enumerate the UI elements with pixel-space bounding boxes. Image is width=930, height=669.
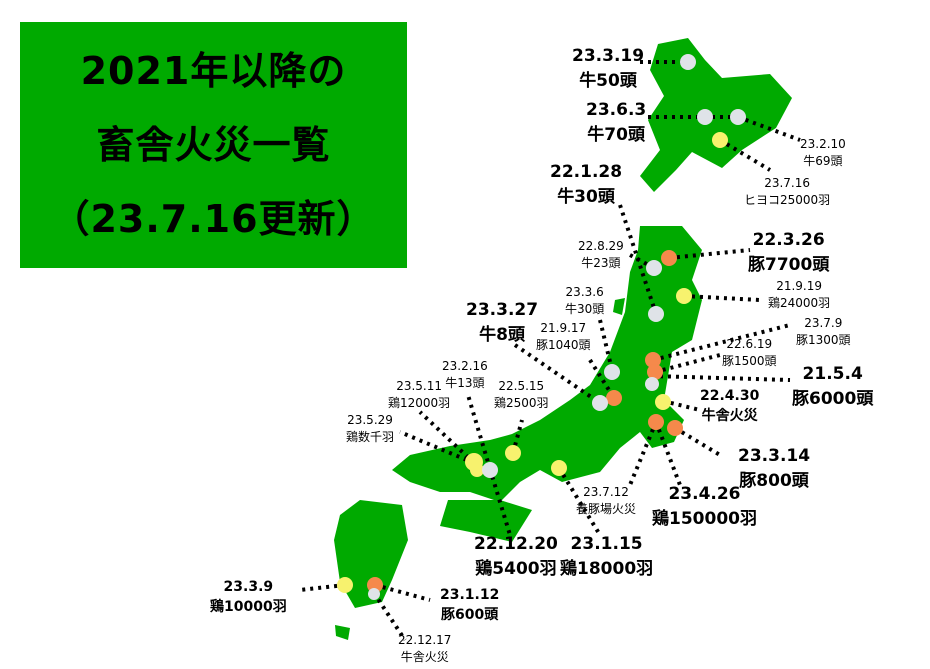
marker-cattle[interactable]	[368, 588, 380, 600]
land	[334, 38, 792, 640]
incident-label: 23.2.10 牛69頭	[800, 137, 846, 169]
incident-label: 22.1.28 牛30頭	[550, 162, 623, 207]
incident-label: 23.3.27 牛8頭	[466, 300, 539, 345]
marker-chicken[interactable]	[676, 288, 692, 304]
incident-label: 23.7.12 養豚場火災	[576, 485, 637, 517]
marker-cattle[interactable]	[604, 364, 620, 380]
incident-label: 23.1.12 豚600頭	[440, 587, 500, 624]
title-box: 2021年以降の 畜舎火災一覧 （23.7.16更新）	[20, 22, 407, 268]
marker-chicken[interactable]	[551, 460, 567, 476]
incident-label: 23.5.29 鶏数千羽	[346, 413, 395, 445]
marker-pig[interactable]	[647, 364, 663, 380]
marker-pig[interactable]	[645, 352, 661, 368]
incident-label: 21.5.4 豚6000頭	[792, 364, 874, 409]
marker-cattle[interactable]	[645, 377, 659, 391]
marker-pig[interactable]	[648, 414, 664, 430]
incident-label: 22.6.19 豚1500頭	[722, 337, 777, 369]
title-line-1: 2021年以降の	[80, 49, 347, 93]
title-line-3: （23.7.16更新）	[51, 197, 376, 241]
incident-label: 23.2.16 牛13頭	[442, 359, 488, 391]
incident-label: 23.3.9 鶏10000羽	[210, 579, 287, 616]
incident-label: 22.12.17 牛舎火災	[398, 633, 452, 665]
incident-label: 23.1.15 鶏18000羽	[560, 534, 654, 579]
incident-label: 22.5.15 鶏2500羽	[494, 379, 549, 411]
incident-label: 23.3.14 豚800頭	[738, 446, 811, 491]
incident-label: 23.6.3 牛70頭	[586, 100, 647, 145]
marker-cattle[interactable]	[646, 260, 662, 276]
marker-pig[interactable]	[606, 390, 622, 406]
marker-chicken[interactable]	[337, 577, 353, 593]
title-line-2: 畜舎火災一覧	[96, 123, 331, 167]
marker-chicken[interactable]	[655, 394, 671, 410]
marker-cattle[interactable]	[680, 54, 696, 70]
incident-label: 23.3.6 牛30頭	[565, 285, 605, 317]
incident-label: 23.7.16 ヒヨコ25000羽	[744, 176, 831, 208]
incident-label: 21.9.17 豚1040頭	[536, 321, 591, 353]
marker-pig[interactable]	[667, 420, 683, 436]
incident-label: 23.7.9 豚1300頭	[796, 316, 851, 348]
marker-cattle[interactable]	[482, 462, 498, 478]
okinawa-islands	[335, 625, 350, 640]
sado	[613, 298, 625, 315]
hokkaido	[640, 38, 792, 192]
marker-cattle[interactable]	[697, 109, 713, 125]
marker-cattle[interactable]	[648, 306, 664, 322]
marker-pig[interactable]	[661, 250, 677, 266]
marker-cattle[interactable]	[730, 109, 746, 125]
incident-label: 22.8.29 牛23頭	[578, 239, 624, 271]
marker-chicken[interactable]	[712, 132, 728, 148]
incident-label: 22.4.30 牛舎火災	[700, 388, 760, 425]
marker-chicken[interactable]	[470, 463, 484, 477]
incident-markers	[337, 54, 746, 600]
leader-lines	[299, 60, 801, 642]
kyushu	[334, 500, 408, 608]
incident-label: 23.3.19 牛50頭	[572, 46, 645, 91]
marker-chicken[interactable]	[505, 445, 521, 461]
incident-label: 23.4.26 鶏150000羽	[652, 484, 757, 529]
incident-label: 23.5.11 鶏12000羽	[388, 379, 451, 411]
honshu	[392, 226, 702, 502]
incident-label: 22.12.20 鶏5400羽	[474, 534, 558, 579]
incident-label: 22.3.26 豚7700頭	[748, 230, 830, 275]
marker-cattle[interactable]	[592, 395, 608, 411]
incident-label: 21.9.19 鶏24000羽	[768, 279, 831, 311]
